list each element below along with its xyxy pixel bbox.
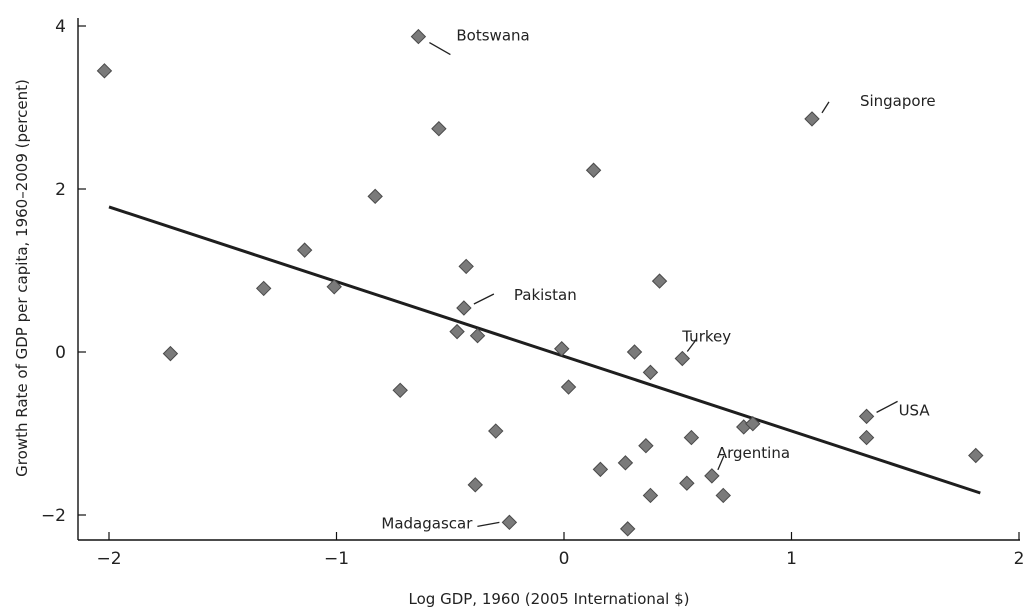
data-point xyxy=(456,300,472,316)
point-label: Turkey xyxy=(681,328,731,346)
data-point xyxy=(467,477,483,493)
data-point xyxy=(458,258,474,275)
point-label: Argentina xyxy=(717,444,790,462)
point-label: Pakistan xyxy=(514,286,577,304)
data-point xyxy=(674,350,691,367)
x-axis-title: Log GDP, 1960 (2005 International $) xyxy=(409,590,690,608)
data-point xyxy=(804,111,820,127)
data-point xyxy=(968,447,984,464)
label-leader-line xyxy=(473,293,495,305)
x-tick-label: 0 xyxy=(559,549,570,569)
data-point xyxy=(651,273,668,289)
point-label: USA xyxy=(899,401,931,419)
point-labels: Botswana Pakistan Madagascar Turkey Argentin… xyxy=(381,27,935,533)
data-point xyxy=(745,416,761,432)
data-point xyxy=(410,28,427,45)
data-point xyxy=(715,487,731,504)
label-leader-line xyxy=(876,400,898,413)
tick-group: −2 −1 0 1 2 −2 0 2 4 xyxy=(41,17,1024,569)
data-point xyxy=(585,162,602,178)
data-point xyxy=(326,279,342,295)
y-tick-label: 0 xyxy=(55,343,66,363)
data-point xyxy=(626,344,643,360)
x-tick-label: −2 xyxy=(96,549,121,569)
data-point xyxy=(449,323,465,340)
data-points xyxy=(96,28,984,537)
label-leader-line xyxy=(686,339,697,352)
data-point xyxy=(554,341,570,357)
data-point xyxy=(469,327,486,344)
data-point xyxy=(858,429,875,446)
label-leader-line xyxy=(717,455,725,471)
label-leader-line xyxy=(429,42,451,56)
y-tick-label: 4 xyxy=(55,17,66,37)
y-tick-label: 2 xyxy=(55,180,66,200)
data-point xyxy=(162,345,179,362)
data-point xyxy=(683,429,700,446)
label-leader-line xyxy=(821,101,830,114)
data-point xyxy=(367,188,383,205)
data-point xyxy=(255,280,272,297)
x-tick-label: −1 xyxy=(324,549,349,569)
axes xyxy=(77,18,1020,541)
regression-line xyxy=(108,205,981,495)
data-point xyxy=(704,468,720,484)
data-point xyxy=(858,408,875,425)
label-leader-line xyxy=(477,521,500,527)
data-point xyxy=(619,521,636,537)
point-label: Singapore xyxy=(860,92,936,110)
point-label: Botswana xyxy=(456,27,529,45)
data-point xyxy=(431,120,447,137)
y-axis-title: Growth Rate of GDP per capita, 1960–2009… xyxy=(13,79,31,477)
data-point xyxy=(296,242,313,258)
y-tick-label: −2 xyxy=(41,506,66,526)
data-point xyxy=(617,455,634,471)
data-point xyxy=(392,382,408,399)
data-point xyxy=(638,438,654,454)
x-tick-label: 1 xyxy=(786,549,797,569)
data-point xyxy=(560,379,577,395)
data-point xyxy=(642,364,659,381)
data-point xyxy=(488,423,504,439)
data-point xyxy=(642,487,659,504)
x-tick-label: 2 xyxy=(1014,549,1025,569)
data-point xyxy=(96,63,113,79)
data-point xyxy=(592,461,609,478)
data-point xyxy=(501,514,518,531)
point-label: Madagascar xyxy=(381,514,473,532)
data-point xyxy=(679,475,695,491)
